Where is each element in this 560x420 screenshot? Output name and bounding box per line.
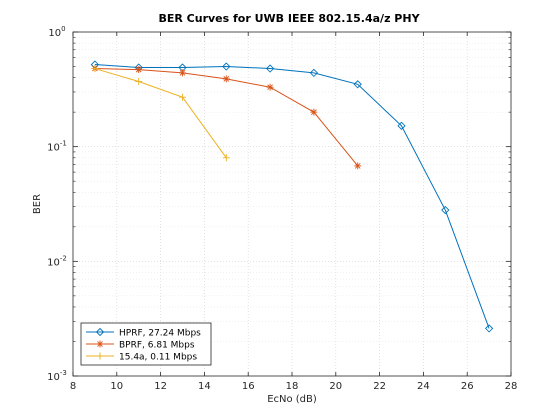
data-point — [265, 64, 275, 73]
y-tick-label: 10-2 — [47, 254, 67, 268]
legend-label: 15.4a, 0.11 Mbps — [119, 353, 197, 363]
y-tick-labels: 100 10-1 10-2 10-3 — [47, 25, 67, 383]
series-line — [94, 64, 490, 329]
data-point — [353, 80, 362, 89]
y-axis-label: BER — [32, 194, 43, 214]
x-tick-label: 10 — [110, 381, 123, 392]
series-3 — [91, 65, 230, 162]
legend-label: BPRF, 6.81 Mbps — [119, 341, 195, 351]
chart-title: BER Curves for UWB IEEE 802.15.4a/z PHY — [158, 12, 420, 25]
x-tick-label: 14 — [198, 381, 211, 392]
data-point — [135, 66, 143, 74]
legend-entry: HPRF, 27.24 Mbps — [86, 327, 201, 339]
grid — [73, 32, 511, 376]
x-axis-label: EcNo (dB) — [267, 394, 317, 405]
legend: HPRF, 27.24 Mbps BPRF, 6.81 Mbps 15.4a, 0.… — [80, 322, 212, 366]
x-tick-label: 8 — [70, 381, 76, 392]
legend-marker — [95, 327, 105, 337]
series-1 — [90, 60, 494, 333]
x-tick-label: 20 — [329, 381, 342, 392]
x-tick-label: 24 — [417, 381, 430, 392]
axis-ticks — [72, 31, 512, 377]
legend-label: HPRF, 27.24 Mbps — [119, 329, 201, 339]
legend-marker — [96, 352, 104, 360]
y-tick-label: 10-1 — [47, 140, 67, 154]
data-point — [91, 65, 99, 73]
x-tick-labels: 8 10 12 14 16 18 20 22 24 26 28 — [70, 381, 518, 392]
series-line — [94, 68, 227, 159]
data-point — [309, 68, 319, 78]
x-tick-label: 12 — [154, 381, 167, 392]
x-tick-label: 26 — [461, 381, 474, 392]
x-tick-label: 28 — [505, 381, 518, 392]
x-tick-label: 18 — [286, 381, 299, 392]
data-point — [179, 69, 186, 77]
data-point — [135, 78, 143, 86]
data-point — [222, 154, 230, 162]
data-point — [222, 62, 231, 71]
data-point — [179, 93, 186, 101]
legend-marker — [96, 340, 104, 348]
data-point — [354, 162, 362, 170]
y-tick-label: 100 — [48, 25, 65, 39]
legend-entry: BPRF, 6.81 Mbps — [86, 340, 195, 351]
series-layer — [90, 60, 494, 333]
data-point — [222, 75, 230, 83]
data-point — [310, 108, 318, 116]
x-tick-label: 22 — [373, 381, 386, 392]
y-tick-label: 10-3 — [47, 369, 67, 383]
data-point — [266, 83, 274, 91]
legend-entry: 15.4a, 0.11 Mbps — [86, 352, 197, 363]
data-point — [484, 324, 494, 333]
data-point — [397, 121, 406, 130]
x-tick-label: 16 — [242, 381, 255, 392]
data-point — [441, 205, 450, 215]
